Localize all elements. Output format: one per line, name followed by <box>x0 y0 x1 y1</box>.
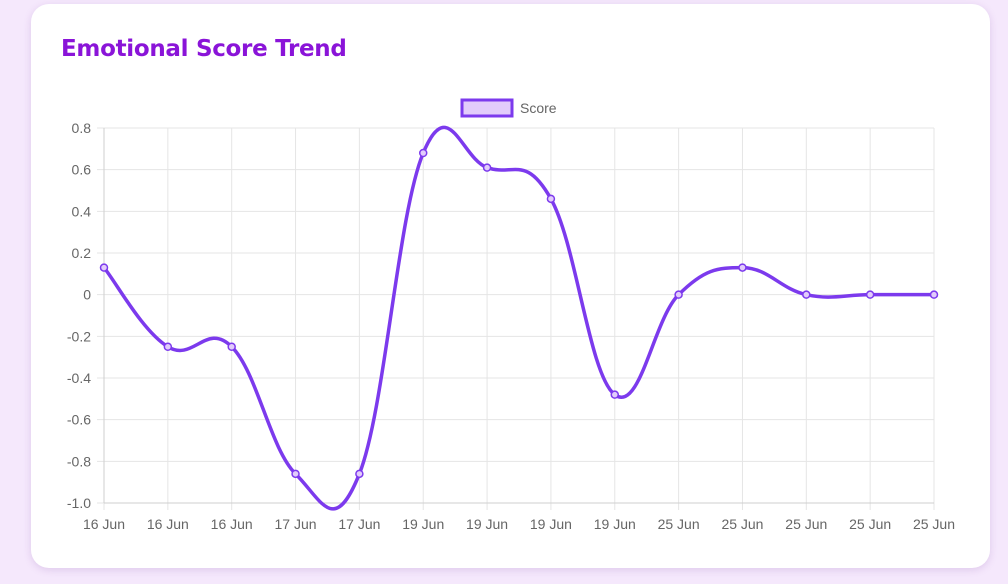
x-tick-label: 16 Jun <box>83 516 125 532</box>
grid-lines <box>97 127 935 510</box>
y-tick-label: -0.4 <box>67 370 91 386</box>
x-tick-label: 16 Jun <box>211 516 253 532</box>
legend-label-score[interactable]: Score <box>520 100 557 116</box>
y-tick-label: -0.2 <box>67 328 91 344</box>
x-tick-label: 19 Jun <box>530 516 572 532</box>
data-point[interactable] <box>355 469 364 479</box>
data-point[interactable] <box>418 148 428 158</box>
legend-swatch-score[interactable] <box>460 98 514 118</box>
x-tick-label: 17 Jun <box>338 516 380 532</box>
chart-title: Emotional Score Trend <box>61 36 347 62</box>
data-point[interactable] <box>163 342 173 351</box>
data-point[interactable] <box>674 290 683 299</box>
chart-card: Emotional Score Trend 0.8 0.6 0.4 0.2 0 -0.2 -… <box>31 4 990 568</box>
data-point[interactable] <box>99 263 109 272</box>
y-tick-label: 0.4 <box>72 203 92 219</box>
x-tick-label: 19 Jun <box>594 516 636 532</box>
data-point[interactable] <box>227 342 236 351</box>
y-tick-label: 0.2 <box>72 245 92 261</box>
y-tick-label: 0 <box>83 287 91 303</box>
y-tick-label: -0.8 <box>67 453 91 469</box>
x-tick-label: 17 Jun <box>275 516 317 532</box>
x-tick-label: 25 Jun <box>913 516 955 532</box>
data-point[interactable] <box>802 290 811 299</box>
data-point[interactable] <box>482 163 492 172</box>
x-tick-label: 19 Jun <box>402 516 444 532</box>
data-point[interactable] <box>929 290 939 299</box>
x-tick-label: 19 Jun <box>466 516 508 532</box>
x-axis-tick-labels: 16 Jun 16 Jun 16 Jun 17 Jun 17 Jun 19 Jun 19 J… <box>83 516 955 532</box>
x-tick-label: 25 Jun <box>785 516 827 532</box>
data-point[interactable] <box>546 194 556 204</box>
data-points <box>99 148 939 479</box>
y-tick-label: -0.6 <box>67 412 91 428</box>
legend[interactable]: Score <box>460 98 557 118</box>
y-tick-label: 0.6 <box>72 162 92 178</box>
data-point[interactable] <box>865 290 875 299</box>
y-tick-label: -1.0 <box>67 495 91 511</box>
y-tick-label: 0.8 <box>72 120 92 136</box>
x-tick-label: 25 Jun <box>658 516 700 532</box>
data-point[interactable] <box>610 390 620 399</box>
x-tick-label: 16 Jun <box>147 516 189 532</box>
data-point[interactable] <box>291 469 300 479</box>
y-axis-tick-labels: 0.8 0.6 0.4 0.2 0 -0.2 -0.4 -0.6 -0.8 -1.0 <box>67 120 91 511</box>
series-line-score <box>102 125 936 511</box>
line-chart: 0.8 0.6 0.4 0.2 0 -0.2 -0.4 -0.6 -0.8 -1.0 16 Jun… <box>67 98 955 532</box>
x-tick-label: 25 Jun <box>849 516 891 532</box>
data-point[interactable] <box>738 263 747 272</box>
x-tick-label: 25 Jun <box>721 516 763 532</box>
